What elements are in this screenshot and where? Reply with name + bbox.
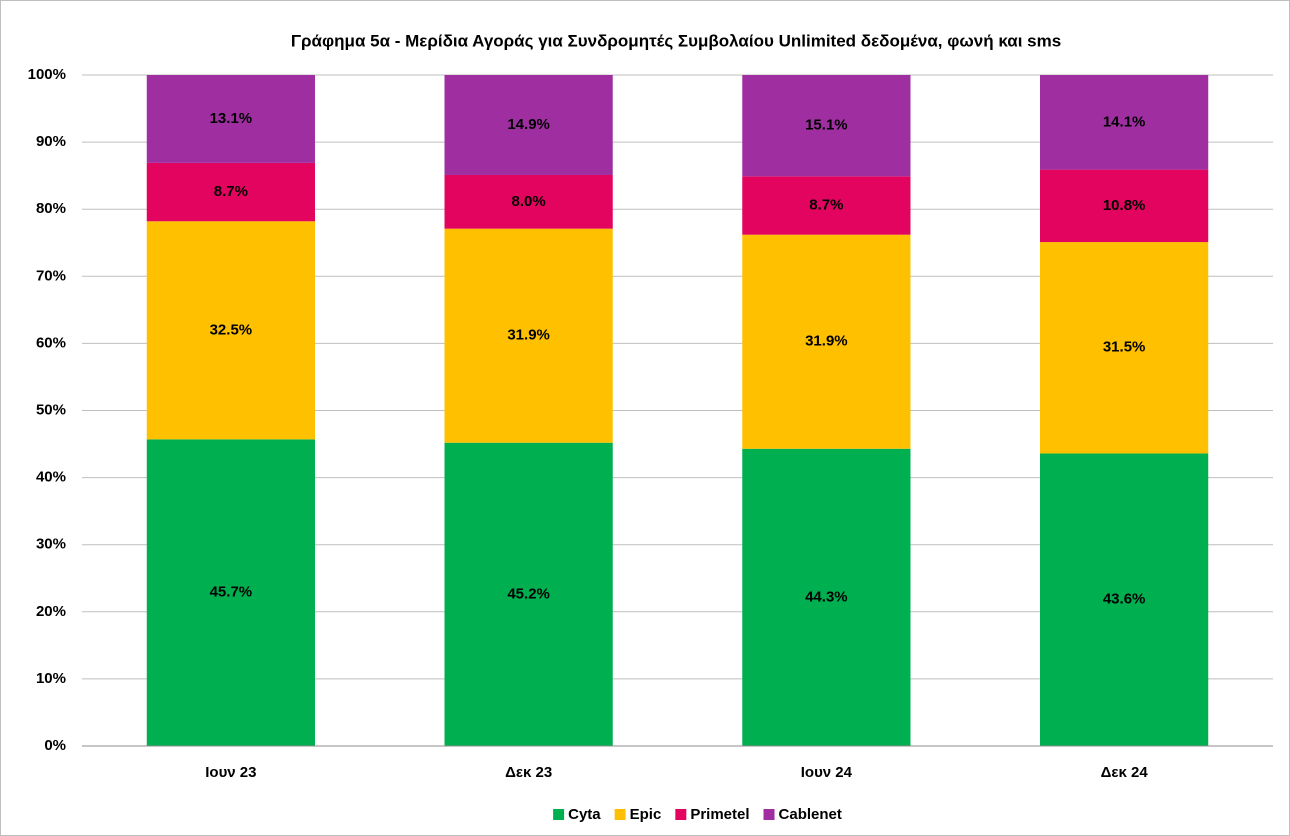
- data-label: 10.8%: [1103, 197, 1146, 214]
- legend-label: Cablenet: [779, 806, 842, 823]
- legend-swatch: [763, 809, 775, 820]
- bar-segment: [742, 234, 911, 449]
- legend-swatch: [614, 809, 626, 820]
- y-tick-label: 60%: [36, 334, 66, 351]
- data-label: 45.7%: [210, 584, 253, 601]
- y-tick-label: 20%: [36, 603, 66, 620]
- x-tick-label: Ιουν 23: [205, 764, 256, 781]
- bar-segment: [146, 75, 315, 163]
- data-label: 14.1%: [1103, 113, 1146, 130]
- y-tick-label: 30%: [36, 536, 66, 553]
- data-label: 14.9%: [507, 116, 550, 133]
- bar-segment: [444, 228, 613, 443]
- data-label: 43.6%: [1103, 591, 1146, 608]
- x-tick-label: Ιουν 24: [801, 764, 853, 781]
- data-label: 15.1%: [805, 117, 848, 134]
- data-label: 45.2%: [507, 585, 550, 602]
- bar-segment: [146, 162, 315, 222]
- x-tick-label: Δεκ 24: [1101, 764, 1149, 781]
- y-tick-label: 70%: [36, 267, 66, 284]
- bar-segment: [444, 75, 613, 175]
- bar-segment: [742, 75, 911, 177]
- data-label: 13.1%: [210, 110, 253, 127]
- y-tick-label: 40%: [36, 469, 66, 486]
- y-tick-label: 0%: [44, 737, 66, 754]
- bar-segment: [444, 442, 613, 746]
- bar-segment: [146, 221, 315, 440]
- bar-segment: [1040, 453, 1209, 746]
- y-tick-label: 80%: [36, 200, 66, 217]
- x-tick-label: Δεκ 23: [505, 764, 552, 781]
- data-label: 31.5%: [1103, 339, 1146, 356]
- bar-segment: [1040, 75, 1209, 170]
- data-label: 8.7%: [214, 183, 248, 200]
- data-label: 44.3%: [805, 588, 848, 605]
- data-label: 31.9%: [507, 327, 550, 344]
- legend-label: Primetel: [690, 806, 749, 823]
- bar-segment: [444, 174, 613, 229]
- bar-segment: [742, 448, 911, 746]
- bar-segment: [1040, 242, 1209, 454]
- legend-swatch: [675, 809, 687, 820]
- data-label: 32.5%: [210, 321, 253, 338]
- bar-segment: [742, 176, 911, 235]
- y-tick-label: 50%: [36, 401, 66, 418]
- y-tick-label: 100%: [28, 66, 66, 83]
- y-tick-label: 90%: [36, 133, 66, 150]
- data-label: 8.0%: [512, 193, 546, 210]
- chart-title: Γράφημα 5α - Μερίδια Αγοράς για Συνδρομη…: [291, 31, 1061, 50]
- legend-label: Cyta: [568, 806, 601, 823]
- data-label: 8.7%: [809, 196, 843, 213]
- bar-segment: [1040, 169, 1209, 243]
- legend-label: Epic: [630, 806, 662, 823]
- data-label: 31.9%: [805, 333, 848, 350]
- bar-segment: [146, 439, 315, 746]
- y-tick-label: 10%: [36, 670, 66, 687]
- legend-swatch: [553, 809, 565, 820]
